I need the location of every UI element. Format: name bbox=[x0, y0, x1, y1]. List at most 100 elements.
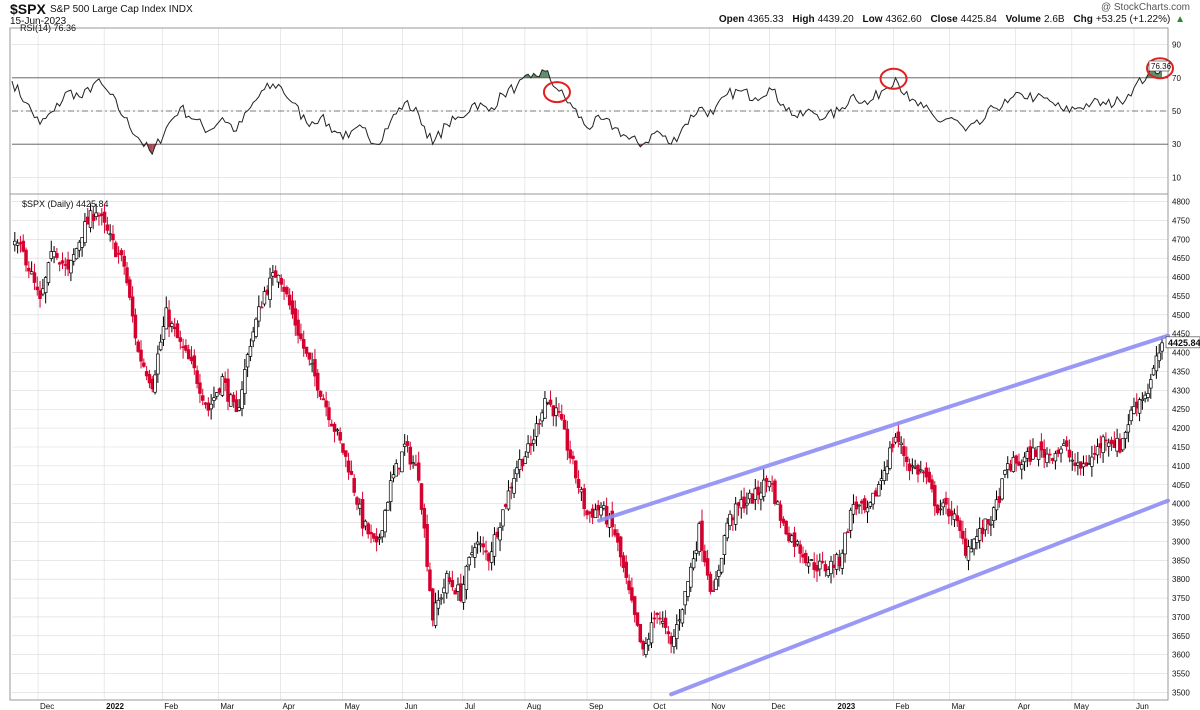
candle-body bbox=[38, 290, 42, 299]
candle-body bbox=[251, 331, 255, 342]
volume-quote: Volume 2.6B bbox=[1005, 14, 1065, 25]
candle-body bbox=[1115, 437, 1119, 452]
rsi-tick-label: 30 bbox=[1172, 140, 1181, 149]
candle-body bbox=[481, 543, 485, 548]
candle-body bbox=[1045, 453, 1049, 463]
candle-body bbox=[234, 399, 239, 413]
candle-body bbox=[658, 617, 662, 620]
candle-body bbox=[307, 352, 312, 360]
candle-body bbox=[1120, 438, 1125, 451]
date-axis: Dec 2022 Feb Mar Apr May Jun Jul Aug Sep Oct Nov Dec… bbox=[40, 702, 1149, 710]
candle-body bbox=[700, 520, 704, 551]
candle-body bbox=[548, 399, 553, 405]
candle-body bbox=[1048, 453, 1052, 456]
candle-body bbox=[402, 443, 407, 447]
candle-body bbox=[930, 479, 934, 490]
candle-body bbox=[1078, 461, 1083, 469]
candle-body bbox=[271, 272, 275, 277]
candle-body bbox=[809, 559, 814, 561]
candle-body bbox=[1005, 463, 1010, 470]
candle-body bbox=[13, 240, 17, 246]
candle-body bbox=[694, 550, 699, 554]
candle-body bbox=[203, 402, 208, 405]
candle-body bbox=[94, 212, 98, 217]
rsi-tick-label: 90 bbox=[1172, 41, 1181, 50]
candle-body bbox=[144, 371, 149, 377]
price-tick-label: 4500 bbox=[1172, 311, 1190, 320]
x-tick-label: Nov bbox=[711, 702, 725, 710]
candle-body bbox=[27, 267, 31, 272]
candle-body bbox=[1151, 367, 1156, 376]
candle-body bbox=[374, 536, 379, 543]
candle-body bbox=[635, 612, 640, 626]
candle-body bbox=[739, 499, 744, 509]
candle-body bbox=[719, 557, 724, 573]
candle-body bbox=[599, 507, 603, 516]
candle-body bbox=[820, 561, 825, 563]
price-tick-label: 4350 bbox=[1172, 367, 1190, 376]
candle-body bbox=[560, 413, 564, 420]
x-tick-label: 2023 bbox=[837, 702, 855, 710]
candle-body bbox=[433, 602, 438, 626]
candle-body bbox=[537, 422, 542, 425]
candle-body bbox=[147, 374, 152, 384]
candle-body bbox=[63, 264, 68, 266]
candle-body bbox=[790, 535, 794, 543]
candle-body bbox=[315, 372, 320, 391]
rsi-highlight-circles bbox=[542, 57, 1174, 104]
candle-body bbox=[627, 580, 631, 591]
candle-body bbox=[43, 277, 48, 294]
candle-body bbox=[181, 346, 185, 348]
exchange-code: INDX bbox=[168, 4, 193, 15]
candle-body bbox=[475, 541, 480, 545]
candle-body bbox=[823, 564, 828, 572]
candle-body bbox=[85, 216, 90, 225]
price-tick-label: 4400 bbox=[1172, 349, 1190, 358]
candle-body bbox=[15, 242, 20, 246]
candle-body bbox=[691, 558, 696, 569]
symbol: $SPX bbox=[10, 1, 46, 17]
candle-body bbox=[125, 267, 129, 284]
candle-body bbox=[630, 587, 634, 601]
candle-body bbox=[262, 291, 267, 305]
candle-body bbox=[388, 480, 393, 502]
candle-body bbox=[742, 496, 746, 509]
candle-body bbox=[663, 617, 668, 628]
candle-body bbox=[938, 508, 943, 511]
candle-body bbox=[747, 492, 752, 500]
candle-body bbox=[425, 524, 429, 567]
candle-body bbox=[997, 496, 1002, 503]
candle-body bbox=[520, 458, 525, 467]
candle-body bbox=[229, 394, 233, 407]
candle-body bbox=[1146, 393, 1150, 398]
candle-body bbox=[324, 400, 328, 408]
candle-body bbox=[1109, 439, 1114, 444]
candle-body bbox=[422, 507, 427, 529]
close-quote: Close 4425.84 bbox=[930, 14, 997, 25]
candle-body bbox=[672, 635, 676, 647]
candle-body bbox=[111, 233, 115, 241]
candle-body bbox=[610, 510, 614, 528]
candle-body bbox=[1129, 409, 1133, 422]
candle-body bbox=[439, 597, 443, 600]
candle-body bbox=[837, 556, 842, 567]
rsi-overbought-fill bbox=[525, 74, 529, 78]
candle-body bbox=[557, 411, 561, 413]
candle-body bbox=[675, 624, 679, 640]
candle-body bbox=[77, 241, 82, 251]
rsi-highlight-circle bbox=[1146, 57, 1174, 80]
candle-body bbox=[961, 530, 965, 539]
x-tick-label: Dec bbox=[771, 702, 785, 710]
x-tick-label: Dec bbox=[40, 702, 54, 710]
candle-body bbox=[128, 279, 132, 298]
candle-body bbox=[526, 443, 530, 453]
candle-body bbox=[226, 378, 230, 402]
candle-body bbox=[158, 341, 163, 351]
candle-body bbox=[952, 513, 957, 520]
index-name: S&P 500 Large Cap Index INDX bbox=[50, 4, 193, 15]
candle-body bbox=[119, 250, 124, 256]
gridlines bbox=[12, 28, 1168, 700]
candle-body bbox=[851, 504, 856, 515]
candle-body bbox=[492, 534, 497, 557]
candle-body bbox=[767, 481, 772, 488]
